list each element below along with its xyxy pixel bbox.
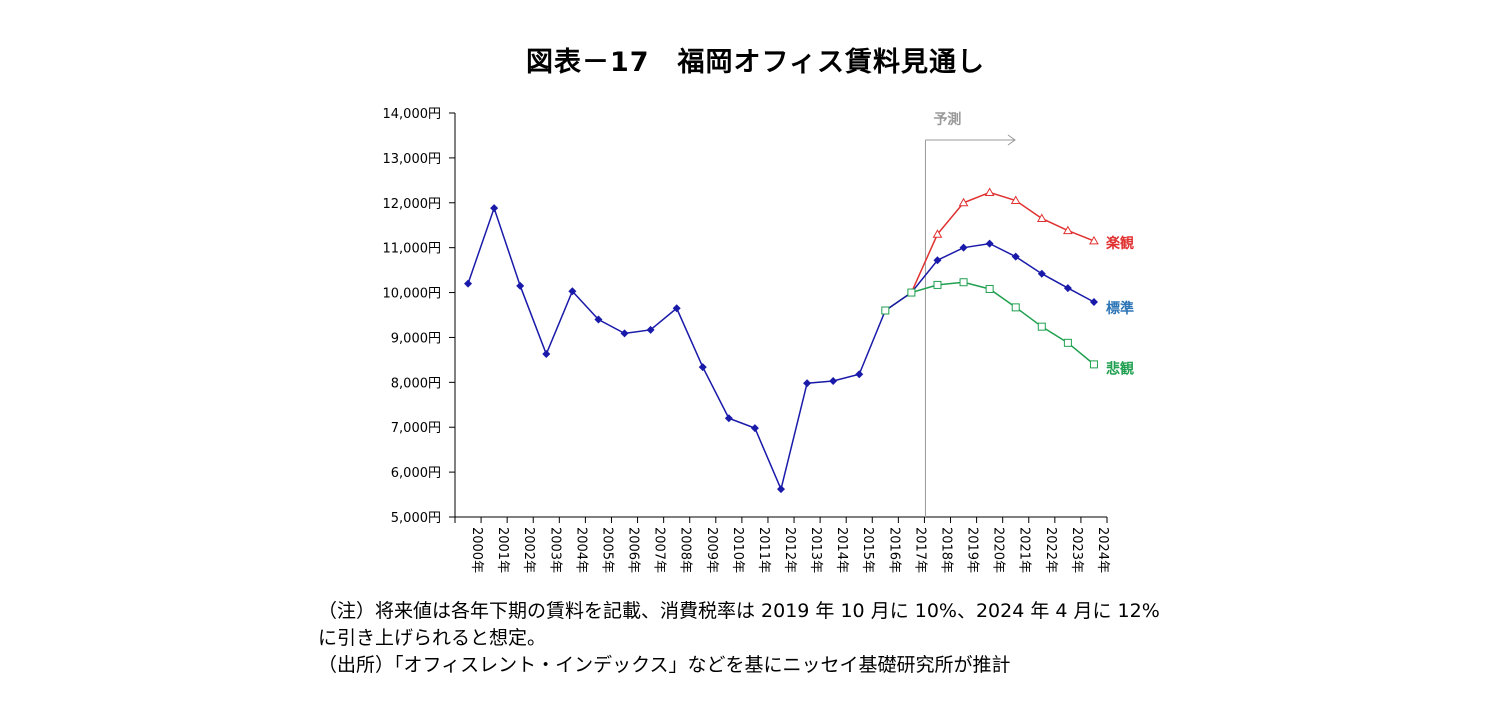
x-tick-label: 2022年 <box>1043 527 1058 573</box>
forecast-arrow-head <box>1007 134 1016 146</box>
y-tick-label: 5,000円 <box>391 511 441 526</box>
x-tick-label: 2012年 <box>782 527 797 573</box>
data-point <box>932 229 943 238</box>
x-tick-label: 2000年 <box>469 527 484 573</box>
y-tick-label: 13,000円 <box>383 152 442 167</box>
data-point <box>1063 338 1072 347</box>
x-tick-label: 2004年 <box>573 527 588 573</box>
y-tick-label: 10,000円 <box>383 287 442 302</box>
x-tick-label: 2002年 <box>521 527 536 573</box>
data-point <box>464 279 473 288</box>
data-point <box>777 485 785 494</box>
notes: （注）将来値は各年下期の賃料を記載、消費税率は 2019 年 10 月に 10%… <box>318 598 1160 679</box>
data-point <box>750 424 759 433</box>
y-tick-label: 9,000円 <box>391 331 441 346</box>
data-point <box>933 256 942 265</box>
x-tick-label: 2019年 <box>965 527 980 573</box>
data-point <box>855 370 864 379</box>
data-point <box>958 197 969 207</box>
data-point <box>646 325 655 334</box>
x-tick-label: 2015年 <box>860 527 875 573</box>
x-tick-label: 2010年 <box>730 527 745 573</box>
data-point <box>1089 297 1098 306</box>
data-point <box>1036 213 1047 222</box>
x-tick-label: 2003年 <box>547 527 562 573</box>
data-point <box>907 288 916 297</box>
series-label: 悲観 <box>1106 360 1134 377</box>
x-tick-label: 2021年 <box>1017 527 1032 573</box>
x-tick-label: 2023年 <box>1069 527 1084 573</box>
data-point <box>1011 303 1020 312</box>
data-point <box>985 284 994 293</box>
x-tick-label: 2008年 <box>678 527 693 573</box>
x-tick-label: 2014年 <box>834 527 849 573</box>
source-line: （出所）「オフィスレント・インデックス」などを基にニッセイ基礎研究所が推計 <box>318 654 1011 676</box>
series-label: 標準 <box>1106 300 1134 317</box>
x-tick-label: 2018年 <box>938 527 953 573</box>
data-point <box>1089 360 1098 369</box>
data-point <box>1037 269 1046 278</box>
y-tick-label: 8,000円 <box>391 376 441 391</box>
forecast-label: 予測 <box>933 111 961 128</box>
x-tick-label: 2016年 <box>886 527 901 573</box>
x-tick-label: 2001年 <box>495 527 510 573</box>
x-tick-label: 2009年 <box>704 527 719 573</box>
data-point <box>1063 284 1072 293</box>
data-point <box>829 376 838 385</box>
y-tick-label: 12,000円 <box>383 197 442 212</box>
y-tick-label: 6,000円 <box>391 466 441 481</box>
data-point <box>1063 225 1073 235</box>
x-tick-label: 2024年 <box>1095 527 1110 573</box>
note-line-2: に引き上げられると想定。 <box>318 627 547 649</box>
data-point <box>933 280 942 289</box>
data-point <box>724 414 733 423</box>
x-tick-label: 2020年 <box>991 527 1006 573</box>
x-tick-label: 2013年 <box>808 527 823 573</box>
data-point <box>1037 322 1046 331</box>
data-point <box>594 315 603 324</box>
data-point <box>984 187 995 196</box>
x-tick-label: 2005年 <box>599 527 614 573</box>
data-point <box>620 329 629 338</box>
forecast-marker: 予測 <box>924 111 1016 517</box>
data-point <box>985 239 994 248</box>
data-point <box>672 304 681 313</box>
x-tick-label: 2011年 <box>756 527 771 573</box>
x-tick-label: 2017年 <box>912 527 927 573</box>
y-tick-label: 11,000円 <box>383 242 442 257</box>
chart-title: 図表－17 福岡オフィス賃料見通し <box>525 47 986 78</box>
x-tick-label: 2007年 <box>652 527 667 573</box>
data-point <box>1089 235 1099 245</box>
data-point <box>959 243 968 252</box>
y-tick-label: 7,000円 <box>391 421 441 436</box>
data-point <box>959 278 968 287</box>
series-line <box>467 205 1095 492</box>
data-point <box>803 379 812 388</box>
series-標準: 標準 <box>464 204 1134 494</box>
axes: 5,000円 6,000円 7,000円 8,000円 9,000円 10,000円 11,… <box>383 107 1110 573</box>
data-point <box>881 306 890 315</box>
series-楽観: 楽観 <box>884 187 1134 312</box>
series-悲観: 悲観 <box>884 278 1134 377</box>
note-line-1: （注）将来値は各年下期の賃料を記載、消費税率は 2019 年 10 月に 10%… <box>318 600 1160 622</box>
data-point <box>490 204 499 213</box>
line-chart: 5,000円 6,000円 7,000円 8,000円 9,000円 10,000円 11,… <box>383 107 1134 573</box>
series-label: 楽観 <box>1105 235 1134 252</box>
data-point <box>516 281 525 290</box>
data-point <box>568 287 577 296</box>
data-point <box>542 350 551 359</box>
x-tick-label: 2006年 <box>626 527 641 573</box>
data-point <box>698 363 707 372</box>
data-point <box>1011 252 1020 261</box>
series-line <box>884 281 1095 365</box>
y-tick-label: 14,000円 <box>383 107 442 122</box>
data-point <box>1010 195 1021 205</box>
